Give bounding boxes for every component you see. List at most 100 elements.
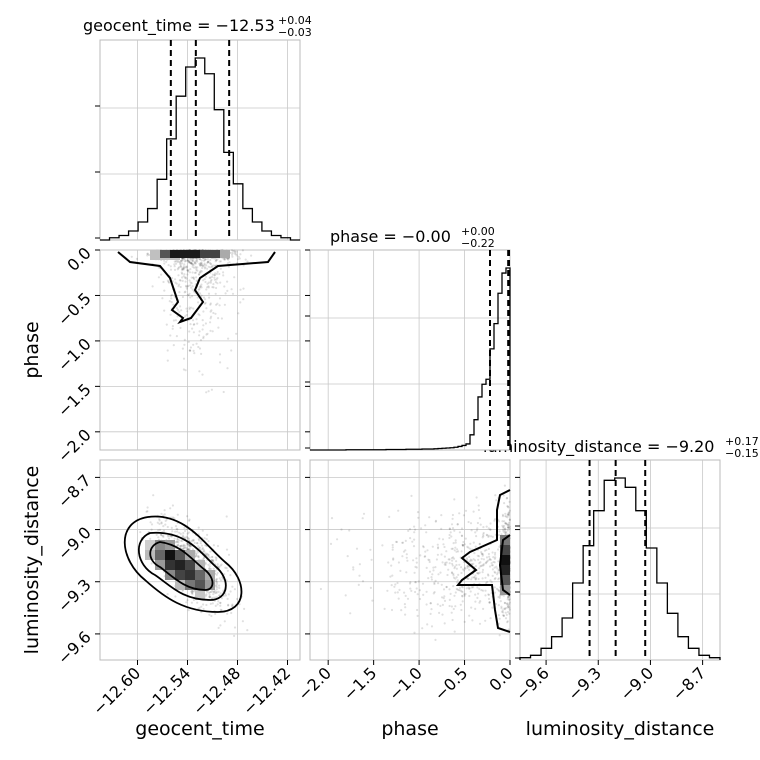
scatter-point xyxy=(188,261,191,264)
scatter-point xyxy=(193,266,196,269)
scatter-point xyxy=(495,565,498,568)
scatter-point xyxy=(475,496,478,499)
scatter-point xyxy=(195,342,198,345)
scatter-point xyxy=(431,573,434,576)
scatter-point xyxy=(209,329,212,332)
ylabel-phase: phase xyxy=(21,321,43,378)
scatter-point xyxy=(146,254,149,257)
scatter-point xyxy=(415,566,418,569)
scatter-point xyxy=(503,527,506,531)
scatter-point xyxy=(181,279,184,282)
scatter-point xyxy=(182,547,185,551)
scatter-point xyxy=(185,265,189,268)
scatter-point xyxy=(474,574,477,577)
scatter-point xyxy=(165,323,168,326)
scatter-point xyxy=(463,543,466,546)
scatter-point xyxy=(414,590,417,594)
scatter-point xyxy=(217,317,220,320)
scatter-point xyxy=(460,534,464,538)
scatter-point xyxy=(166,593,169,596)
scatter-point xyxy=(174,319,177,322)
scatter-point xyxy=(450,535,453,538)
scatter-point xyxy=(442,597,445,600)
scatter-point xyxy=(202,324,205,327)
scatter-point xyxy=(489,535,493,538)
scatter-point xyxy=(507,596,510,599)
scatter-point xyxy=(452,557,456,560)
scatter-point xyxy=(473,552,476,555)
scatter-point xyxy=(197,545,200,548)
y-tick-label: −8.7 xyxy=(54,471,95,512)
scatter-point xyxy=(193,278,196,281)
scatter-point xyxy=(438,537,441,540)
scatter-point xyxy=(199,264,202,267)
scatter-point xyxy=(175,335,178,338)
scatter-point xyxy=(461,543,464,547)
scatter-point xyxy=(208,593,211,596)
scatter-point xyxy=(427,577,430,580)
scatter-point xyxy=(192,539,195,542)
scatter-point xyxy=(148,253,151,257)
scatter-point xyxy=(440,583,443,586)
scatter-point xyxy=(477,508,480,512)
scatter-point xyxy=(212,286,215,289)
scatter-point xyxy=(164,519,167,523)
scatter-point xyxy=(178,279,181,282)
density-cell xyxy=(205,580,215,590)
scatter-point xyxy=(214,264,217,267)
scatter-point xyxy=(214,260,217,263)
scatter-point xyxy=(163,509,166,512)
scatter-point xyxy=(414,581,417,584)
scatter-point xyxy=(158,518,161,521)
scatter-point xyxy=(197,537,200,541)
scatter-point xyxy=(215,580,218,583)
scatter-point xyxy=(190,590,193,593)
scatter-point xyxy=(206,590,209,594)
scatter-point xyxy=(484,576,487,579)
scatter-point xyxy=(200,259,203,262)
scatter-point xyxy=(476,554,479,557)
scatter-point xyxy=(429,602,432,605)
scatter-point xyxy=(476,572,479,575)
scatter-point xyxy=(218,272,221,276)
scatter-point xyxy=(198,546,202,549)
scatter-point xyxy=(227,593,230,596)
scatter-point xyxy=(182,357,186,360)
scatter-point xyxy=(200,294,203,297)
scatter-point xyxy=(230,288,233,291)
scatter-point xyxy=(175,262,178,265)
scatter-point xyxy=(210,315,213,318)
scatter-point xyxy=(222,271,225,274)
scatter-point xyxy=(191,271,194,274)
scatter-point xyxy=(439,571,442,574)
scatter-point xyxy=(497,534,501,537)
scatter-point xyxy=(189,346,192,349)
scatter-point xyxy=(146,252,149,255)
scatter-point xyxy=(200,262,203,266)
scatter-point xyxy=(187,260,191,263)
scatter-point xyxy=(415,587,418,590)
scatter-point xyxy=(474,531,477,534)
scatter-point xyxy=(201,546,204,550)
scatter-point xyxy=(210,388,213,391)
scatter-point xyxy=(496,573,499,576)
scatter-point xyxy=(485,556,489,559)
scatter-point xyxy=(450,523,454,526)
scatter-point xyxy=(215,557,218,560)
scatter-point xyxy=(239,288,242,291)
scatter-point xyxy=(220,317,223,320)
scatter-point xyxy=(166,279,169,282)
scatter-point xyxy=(451,562,454,565)
scatter-point xyxy=(507,513,510,516)
scatter-point xyxy=(440,514,443,517)
scatter-point xyxy=(212,283,215,286)
scatter-point xyxy=(481,564,484,567)
scatter-point xyxy=(443,599,447,603)
scatter-point xyxy=(348,529,351,532)
scatter-point xyxy=(391,546,394,549)
scatter-point xyxy=(487,552,490,556)
scatter-point xyxy=(182,535,185,538)
scatter-point xyxy=(507,605,510,608)
scatter-point xyxy=(176,315,179,318)
scatter-point xyxy=(493,561,496,564)
